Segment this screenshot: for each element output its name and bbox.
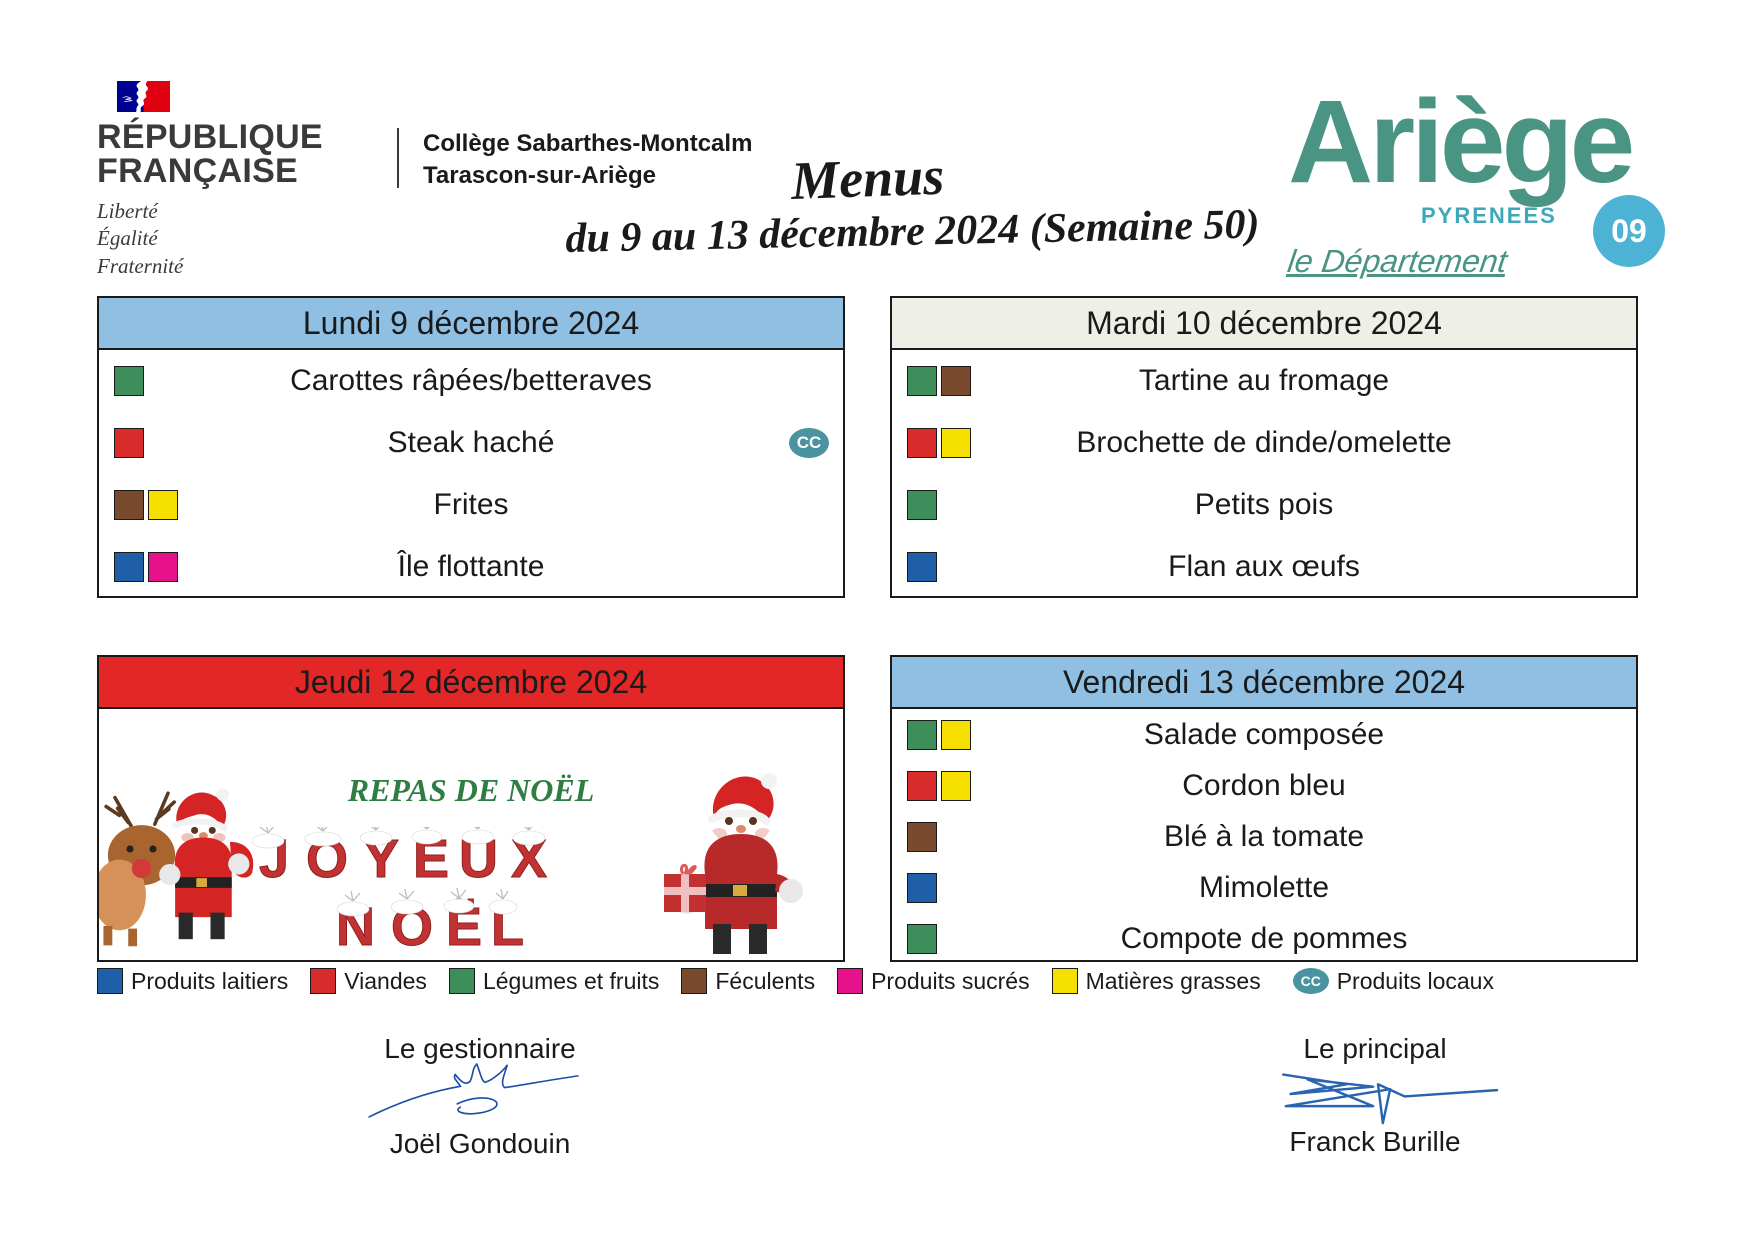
svg-text:REPAS DE NOËL: REPAS DE NOËL xyxy=(347,772,595,808)
